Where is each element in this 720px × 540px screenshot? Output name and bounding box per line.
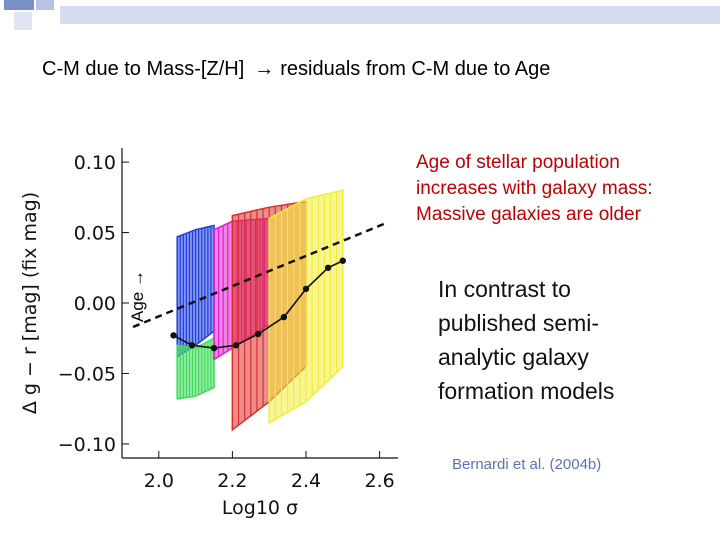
age-mass-note: Age of stellar population increases with… xyxy=(416,150,716,228)
corner-square-light xyxy=(36,0,54,10)
title-arrow-icon: → xyxy=(254,58,275,80)
y-tick-label: 0.05 xyxy=(74,223,116,245)
contrast-line: In contrast to xyxy=(438,276,571,302)
citation: Bernardi et al. (2004b) xyxy=(452,456,602,473)
x-tick-label: 2.2 xyxy=(217,470,247,492)
model-point xyxy=(210,344,218,352)
contrast-line: published semi- xyxy=(438,310,600,336)
age-axis-label: Age → xyxy=(128,270,147,322)
note-line: Age of stellar population xyxy=(416,152,620,173)
title-right-text: residuals from C-M due to Age xyxy=(280,58,551,80)
note-line: increases with galaxy mass: xyxy=(416,178,653,199)
contrast-line: analytic galaxy xyxy=(438,344,589,370)
y-tick-label: 0.10 xyxy=(74,152,116,174)
x-axis-label: Log10 σ xyxy=(222,497,298,519)
model-point xyxy=(302,285,310,293)
y-tick-label: −0.05 xyxy=(58,363,116,385)
y-tick-label: −0.10 xyxy=(58,434,116,456)
model-point xyxy=(188,342,196,349)
header-bar xyxy=(60,6,720,24)
contrast-line: formation models xyxy=(438,378,615,404)
model-point xyxy=(324,264,332,271)
title-left-text: C-M due to Mass-[Z/H] xyxy=(42,58,245,80)
y-tick-label: 0.00 xyxy=(74,293,116,315)
x-tick-label: 2.6 xyxy=(364,470,394,492)
model-point xyxy=(339,257,346,264)
slide-title: C-M due to Mass-[Z/H] → residuals from C-M… xyxy=(42,58,550,81)
model-point xyxy=(280,313,288,321)
corner-square-dark xyxy=(4,0,34,10)
y-axis-label: Δ g − r [mag] (fix mag) xyxy=(19,192,41,414)
note-line: Massive galaxies are older xyxy=(416,204,641,225)
contrast-text: In contrast to published semi- analytic … xyxy=(438,272,698,408)
slide-corner-decoration xyxy=(4,0,720,30)
x-tick-label: 2.4 xyxy=(291,470,321,492)
model-point xyxy=(232,342,240,349)
model-point xyxy=(254,330,262,338)
corner-square-faint xyxy=(14,12,32,30)
model-point xyxy=(170,332,177,339)
fit-line xyxy=(132,221,388,329)
x-tick-label: 2.0 xyxy=(144,470,174,492)
